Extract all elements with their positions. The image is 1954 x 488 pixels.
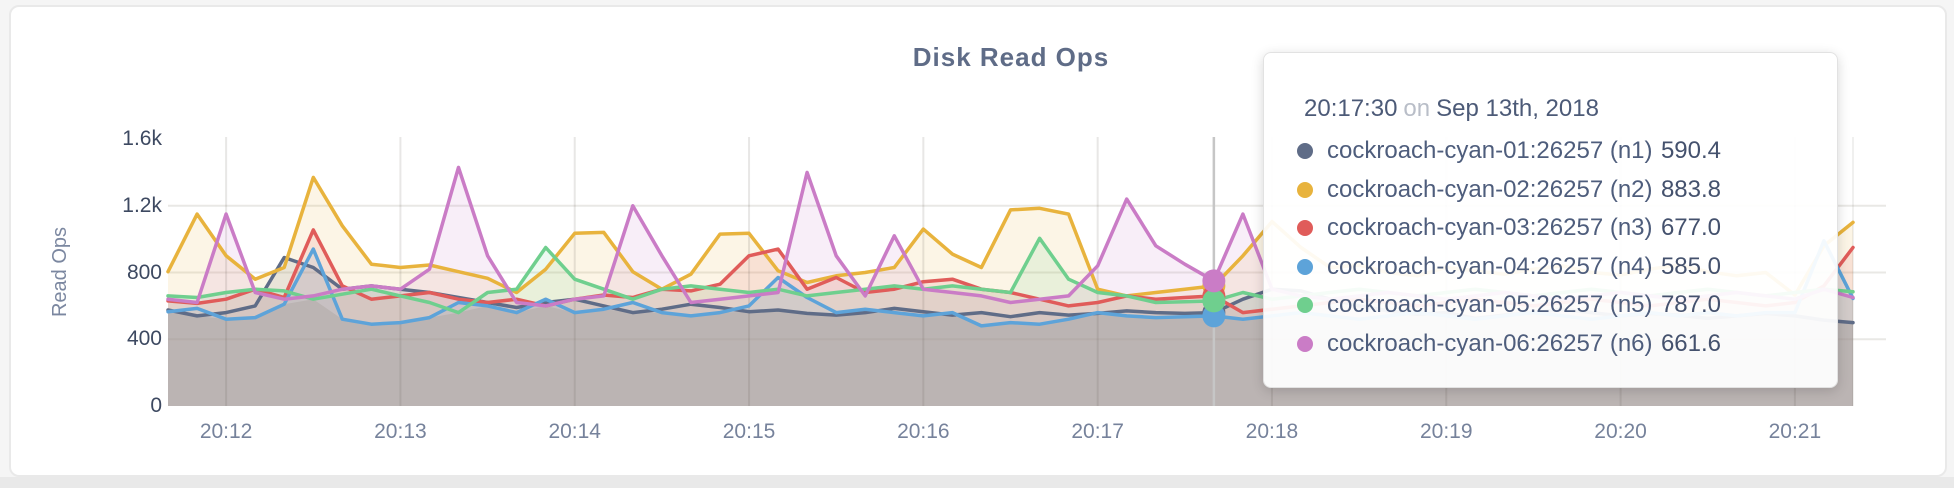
- hover-dot-n6: [1202, 269, 1226, 293]
- tooltip-series-name: cockroach-cyan-04:26257 (n4): [1327, 252, 1653, 280]
- tooltip-row: cockroach-cyan-01:26257 (n1) 590.4: [1297, 132, 1721, 171]
- tooltip-row: cockroach-cyan-05:26257 (n5) 787.0: [1297, 286, 1721, 325]
- y-tick-label: 0: [150, 394, 162, 417]
- series-color-dot-icon: [1297, 220, 1313, 237]
- tooltip-series-value: 661.6: [1660, 329, 1721, 357]
- tooltip-series-name: cockroach-cyan-02:26257 (n2): [1327, 175, 1653, 203]
- tooltip-series-value: 677.0: [1660, 214, 1721, 242]
- tooltip-row: cockroach-cyan-02:26257 (n2) 883.8: [1297, 171, 1721, 210]
- tooltip-timestamp: 20:17:30 on Sep 13th, 2018: [1304, 95, 1599, 123]
- tooltip-row: cockroach-cyan-06:26257 (n6) 661.6: [1297, 325, 1721, 364]
- x-tick-label: 20:18: [1245, 420, 1299, 443]
- tooltip-series-name: cockroach-cyan-03:26257 (n3): [1327, 214, 1653, 242]
- x-tick-label: 20:15: [722, 420, 776, 443]
- hover-dot-n5: [1202, 289, 1226, 313]
- chart-title: Disk Read Ops: [912, 42, 1110, 72]
- tooltip-row: cockroach-cyan-04:26257 (n4) 585.0: [1297, 248, 1721, 287]
- tooltip-series-list: cockroach-cyan-01:26257 (n1) 590.4 cockroa…: [1297, 132, 1721, 363]
- hover-tooltip: 20:17:30 on Sep 13th, 2018 cockroach-cyan-…: [1263, 52, 1838, 388]
- tooltip-time: 20:17:30: [1304, 95, 1398, 122]
- tooltip-series-value: 883.8: [1660, 175, 1721, 203]
- y-tick-label: 400: [126, 327, 162, 351]
- tooltip-separator: on: [1403, 95, 1431, 122]
- x-tick-label: 20:20: [1594, 420, 1647, 443]
- x-tick-label: 20:17: [1071, 420, 1124, 443]
- tooltip-row: cockroach-cyan-03:26257 (n3) 677.0: [1297, 209, 1721, 248]
- y-tick-label: 1.6k: [122, 127, 162, 150]
- x-tick-label: 20:14: [548, 420, 601, 443]
- y-tick-label: 1.2k: [122, 193, 162, 217]
- x-tick-label: 20:19: [1419, 420, 1473, 443]
- tooltip-series-name: cockroach-cyan-01:26257 (n1): [1327, 137, 1653, 165]
- page-background-strip: [0, 477, 1954, 488]
- series-color-dot-icon: [1297, 258, 1313, 275]
- series-color-dot-icon: [1297, 181, 1313, 198]
- y-tick-label: 800: [126, 260, 162, 284]
- x-tick-label: 20:21: [1768, 420, 1822, 443]
- tooltip-series-name: cockroach-cyan-06:26257 (n6): [1327, 329, 1653, 357]
- x-tick-label: 20:12: [199, 420, 253, 443]
- series-color-dot-icon: [1297, 143, 1313, 160]
- series-color-dot-icon: [1297, 335, 1313, 352]
- tooltip-series-value: 585.0: [1660, 252, 1721, 280]
- tooltip-date: Sep 13th, 2018: [1436, 95, 1599, 122]
- tooltip-series-value: 787.0: [1660, 291, 1721, 319]
- tooltip-series-name: cockroach-cyan-05:26257 (n5): [1327, 291, 1653, 319]
- tooltip-series-value: 590.4: [1660, 137, 1721, 165]
- series-color-dot-icon: [1297, 297, 1313, 314]
- x-tick-label: 20:16: [897, 420, 950, 443]
- x-tick-label: 20:13: [374, 420, 427, 443]
